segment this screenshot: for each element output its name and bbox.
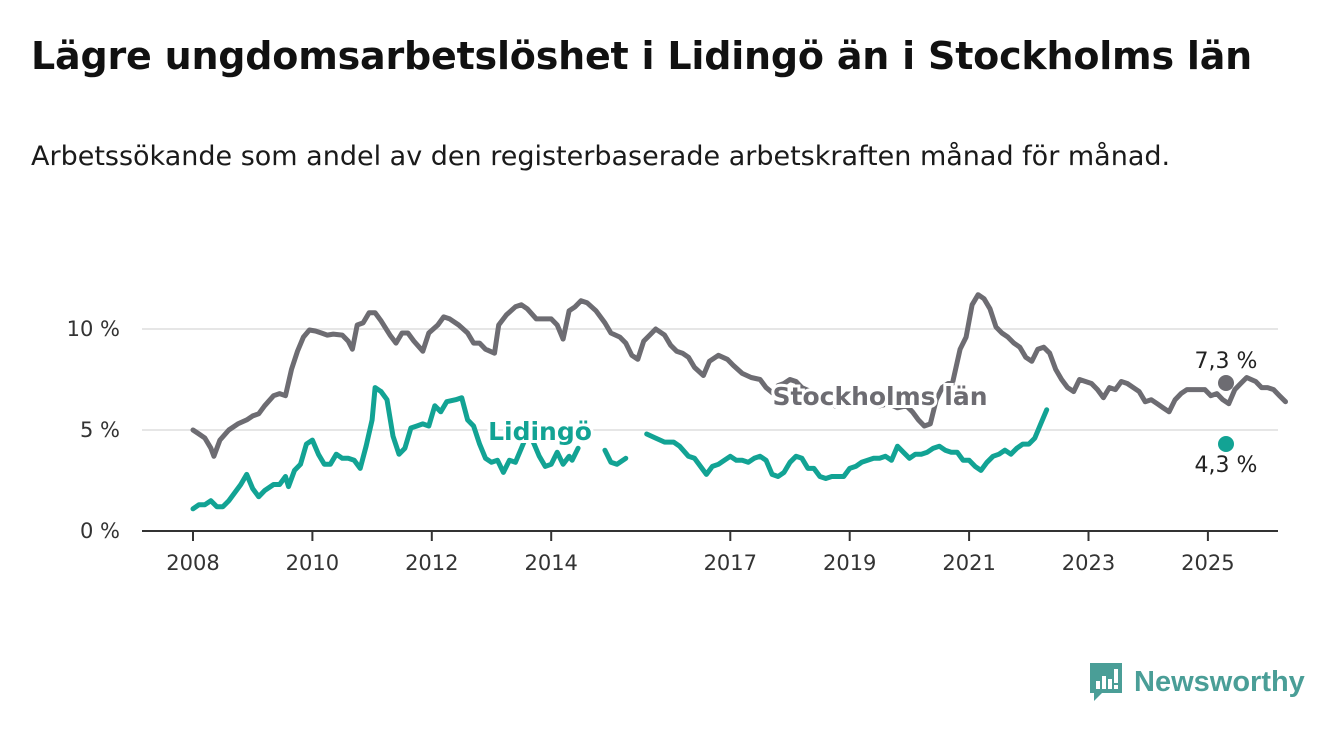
chart-title: Lägre ungdomsarbetslöshet i Lidingö än i… — [31, 34, 1253, 78]
x-tick-label: 2023 — [1062, 551, 1115, 575]
series-line-lidingo — [190, 385, 581, 512]
y-tick-label: 0 % — [80, 519, 120, 543]
x-tick-label: 2017 — [704, 551, 757, 575]
series-lines — [190, 292, 1288, 512]
newsworthy-icon — [1090, 663, 1122, 701]
series-labels: Stockholms län Lidingö 7,3 % 4,3 % — [485, 349, 1258, 478]
grid-lines — [142, 328, 1278, 431]
chart-subtitle: Arbetssökande som andel av den registerb… — [31, 141, 1171, 172]
brand-logo: Newsworthy — [1088, 661, 1305, 703]
end-marker-lidingo — [1218, 436, 1234, 452]
series-label-lidingo: Lidingö — [488, 417, 592, 446]
y-tick-label: 5 % — [80, 418, 120, 442]
series-line-lidingo-segment — [644, 407, 1050, 481]
y-axis-ticks: 0 % 5 % 10 % — [67, 317, 120, 543]
end-label-stockholm: 7,3 % — [1195, 349, 1258, 374]
y-tick-label: 10 % — [67, 317, 120, 341]
end-marker-stockholm — [1218, 375, 1234, 391]
series-line-stockholm — [190, 292, 1288, 459]
x-axis: 2008 2010 2012 2014 2017 2019 2021 2023 2025 — [142, 530, 1278, 575]
x-tick-label: 2010 — [286, 551, 339, 575]
x-tick-label: 2008 — [166, 551, 219, 575]
end-label-lidingo: 4,3 % — [1195, 453, 1258, 478]
x-tick-label: 2021 — [942, 551, 995, 575]
series-label-stockholm: Stockholms län — [773, 382, 988, 411]
x-tick-label: 2025 — [1181, 551, 1234, 575]
x-tick-label: 2019 — [823, 551, 876, 575]
series-line-lidingo-segment — [602, 447, 629, 467]
x-tick-label: 2012 — [405, 551, 458, 575]
x-tick-label: 2014 — [524, 551, 577, 575]
brand-name: Newsworthy — [1134, 665, 1305, 698]
